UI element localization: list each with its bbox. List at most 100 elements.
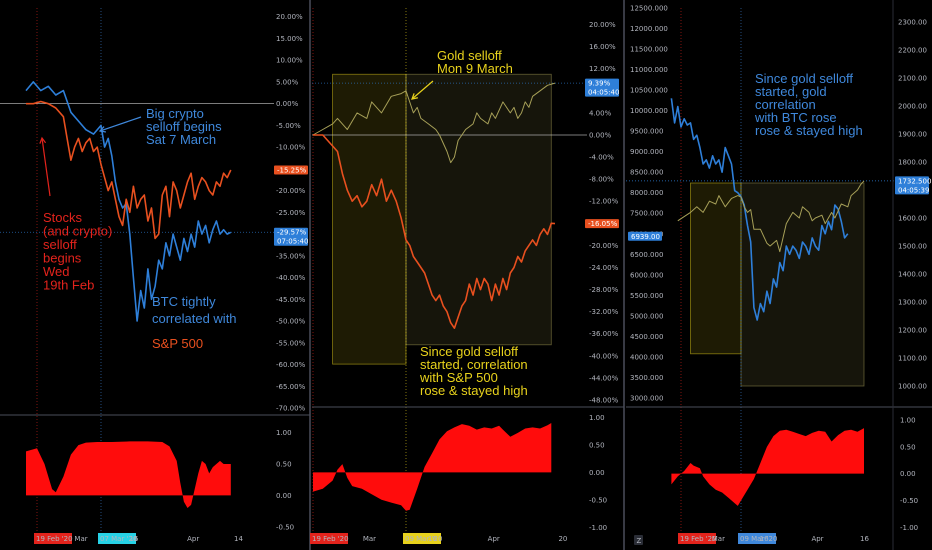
y-tick-label-right: 2300.00 xyxy=(898,19,927,27)
annotation-text: 19th Feb xyxy=(43,278,94,293)
price-badge-sublabel: 07:05:40 xyxy=(277,238,308,246)
corr-tick-label: 1.00 xyxy=(900,417,916,425)
corr-tick-label: 0.50 xyxy=(589,441,605,449)
annotation-text: correlated with xyxy=(152,311,237,326)
y-tick-label-right: 1000.00 xyxy=(898,383,927,391)
y-tick-label: 11000.000 xyxy=(630,66,668,74)
price-badge-btc xyxy=(274,227,308,246)
y-tick-label: 10.00% xyxy=(276,57,303,65)
price-badge-label: 1732.500 xyxy=(898,177,931,185)
annotation-arrow xyxy=(41,137,51,197)
y-tick-label: 9000.000 xyxy=(630,148,663,156)
y-tick-label-right: 1800.00 xyxy=(898,159,927,167)
annotation-text: selloff begins xyxy=(146,119,222,134)
corr-tick-label: -0.50 xyxy=(589,496,607,504)
corr-tick-label: 0.50 xyxy=(900,443,916,451)
y-tick-label: 9500.000 xyxy=(630,128,663,136)
x-tick-label: 19 Feb '20 xyxy=(680,535,717,543)
x-tick-label: Mar xyxy=(712,535,725,543)
y-tick-label: 6000.000 xyxy=(630,271,663,279)
y-tick-label: 5.00% xyxy=(276,78,299,86)
y-tick-label-right: 1200.00 xyxy=(898,327,927,335)
x-tick-label: Mar xyxy=(74,535,87,543)
annotation-text: selloff xyxy=(43,237,77,252)
y-tick-label: -28.00% xyxy=(589,286,619,294)
x-tick-label: Mar xyxy=(363,535,376,543)
y-tick-label: -8.00% xyxy=(589,176,614,184)
y-tick-label: 4000.000 xyxy=(630,353,663,361)
annotation-text: BTC tightly xyxy=(152,294,216,309)
y-tick-label: 5500.000 xyxy=(630,292,663,300)
shaded-region-0 xyxy=(332,73,407,365)
y-tick-label: 0.00% xyxy=(589,131,612,139)
annotation-text: Gold selloff xyxy=(437,48,502,63)
annotation-text: rose & stayed high xyxy=(755,123,863,138)
x-tick-label: 19 Feb '20 xyxy=(36,535,73,543)
y-tick-label-right: 1900.00 xyxy=(898,131,927,139)
y-tick-label: 7500.000 xyxy=(630,210,663,218)
price-badge-sublabel: 04:05:40 xyxy=(588,89,619,97)
y-tick-label: -20.00% xyxy=(589,242,619,250)
y-tick-label: -5.00% xyxy=(276,122,301,130)
annotation-text: started, gold xyxy=(755,84,827,99)
y-tick-label: -65.00% xyxy=(276,383,306,391)
annotation-text: Since gold selloff xyxy=(755,71,853,86)
y-tick-label: 12000.000 xyxy=(630,25,668,33)
y-tick-label: 20.00% xyxy=(589,21,616,29)
x-tick-label: 16 xyxy=(428,535,437,543)
correlation-area xyxy=(26,441,231,508)
y-tick-label: -35.00% xyxy=(276,252,306,260)
annotation-arrow xyxy=(411,80,434,100)
annotation-text: Wed xyxy=(43,264,70,279)
y-tick-label-right: 1300.00 xyxy=(898,299,927,307)
y-tick-label: 12500.000 xyxy=(630,5,668,13)
annotation-arrowhead xyxy=(98,126,107,133)
y-tick-label: -36.00% xyxy=(589,330,619,338)
y-tick-label: 15.00% xyxy=(276,35,303,43)
annotation-arrow xyxy=(99,116,142,132)
corr-tick-label: 0.00 xyxy=(900,470,916,478)
panel-right: 12500.000 12000.000 11500.000 11000.000 1050… xyxy=(626,0,932,550)
price-badge-sublabel: 04:05:39 xyxy=(898,186,929,194)
y-tick-label: -70.00% xyxy=(276,405,306,413)
y-tick-label: 20.00% xyxy=(276,13,303,21)
y-tick-label: -50.00% xyxy=(276,318,306,326)
x-tick-label: Apr xyxy=(811,535,823,543)
y-tick-label: -12.00% xyxy=(589,198,619,206)
corr-tick-label: 1.00 xyxy=(589,414,605,422)
x-tick-label: Apr xyxy=(187,535,199,543)
price-badge-label: -29.57% xyxy=(277,229,307,237)
y-tick-label: 12.00% xyxy=(589,65,616,73)
x-tick-label: 19 Feb '20 xyxy=(312,535,349,543)
x-tick-label: Apr xyxy=(488,535,500,543)
y-tick-label: -32.00% xyxy=(589,308,619,316)
series-gold-line xyxy=(312,82,556,164)
corr-tick-label: -0.50 xyxy=(900,497,918,505)
y-tick-label: 3500.000 xyxy=(630,374,663,382)
y-tick-label: 0.00% xyxy=(276,100,299,108)
y-tick-label: 10000.000 xyxy=(630,107,668,115)
price-badge-sp500 xyxy=(585,219,619,229)
annotation-text: Since gold selloff xyxy=(420,344,518,359)
y-tick-label: 5000.000 xyxy=(630,312,663,320)
price-badge-btc xyxy=(628,231,662,241)
y-tick-label: 8500.000 xyxy=(630,169,663,177)
x-date-badge xyxy=(310,533,348,544)
x-tick-label: 16 xyxy=(760,535,769,543)
corr-tick-label: 0.50 xyxy=(276,461,292,469)
annotation-arrowhead xyxy=(411,93,418,100)
x-tick-label: 20 xyxy=(558,535,567,543)
zoom-z-icon-glyph: Z xyxy=(637,537,642,545)
series-gold-line xyxy=(677,180,865,253)
annotation-text: S&P 500 xyxy=(152,336,203,351)
price-badge-btc xyxy=(585,78,619,97)
y-tick-label: -25.00% xyxy=(276,209,306,217)
y-tick-label: 4.00% xyxy=(589,109,612,117)
y-tick-label-right: 2100.00 xyxy=(898,75,927,83)
annotation-arrowhead xyxy=(39,136,47,144)
x-tick-label: 09 Mar '20 xyxy=(405,535,442,543)
price-badge-label: 6939.00 xyxy=(631,233,660,241)
y-tick-label-right: 2000.00 xyxy=(898,103,927,111)
price-badge-label: -15.25% xyxy=(277,166,307,174)
